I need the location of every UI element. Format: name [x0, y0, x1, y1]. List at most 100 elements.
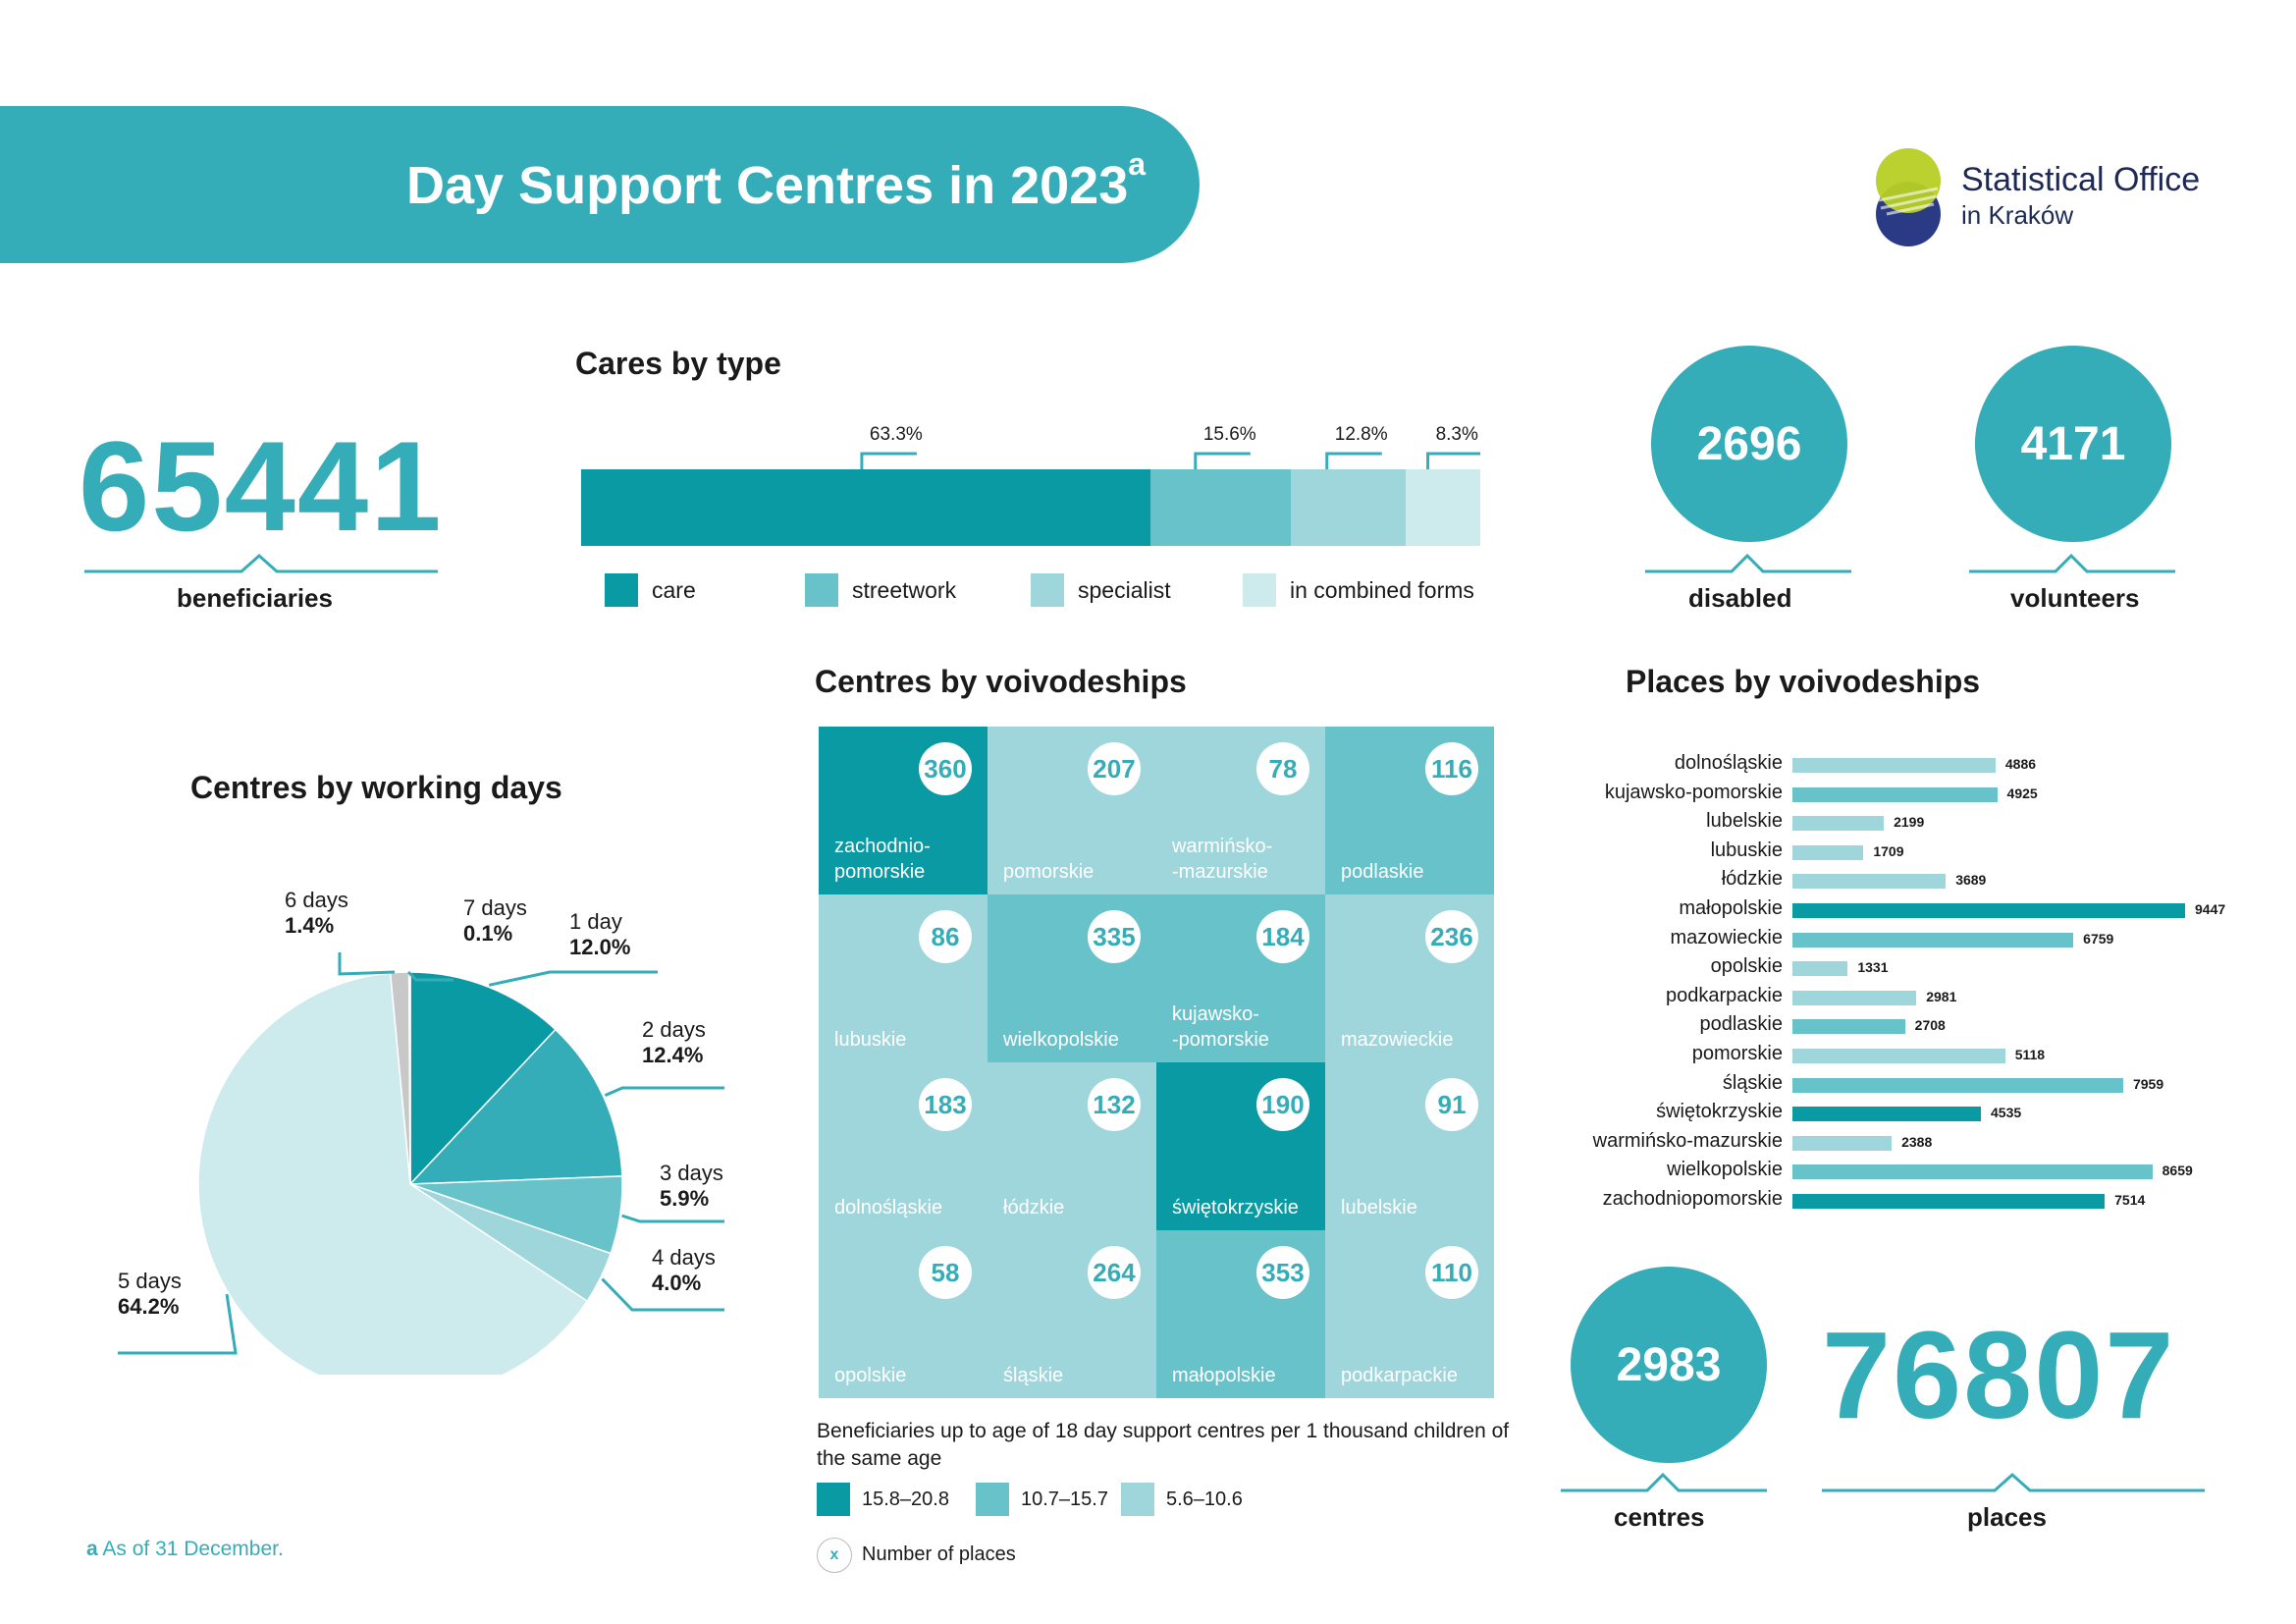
places-bar	[1792, 932, 2074, 947]
places-row-label: pomorskie	[1691, 1043, 1783, 1064]
heatmap-cell-value: 183	[919, 1078, 972, 1131]
cares-segment-2	[1149, 469, 1291, 546]
heatmap-cell-value: 58	[919, 1246, 972, 1299]
beneficiaries-underline	[84, 553, 438, 573]
places-bar	[1792, 1135, 1893, 1151]
cares-callout-1	[860, 452, 917, 469]
places-bar	[1792, 874, 1947, 890]
places-row-label: lubelskie	[1706, 810, 1783, 833]
pie-leader-2	[604, 1086, 724, 1098]
cares-legend-item: streetwork	[805, 573, 956, 607]
heatmap-cell-name: łódzkie	[1003, 1197, 1065, 1218]
places-bar	[1792, 903, 2185, 918]
cares-legend-label: specialist	[1078, 576, 1171, 603]
heatmap-cell-name: podlaskie	[1341, 861, 1424, 883]
pie-percent: 5.9%	[660, 1186, 709, 1211]
places-row-label: małopolskie	[1679, 897, 1783, 919]
places-row-label: śląskie	[1722, 1071, 1783, 1094]
footnote: a As of 31 December.	[86, 1538, 284, 1561]
heatmap-cell-value: 236	[1425, 910, 1478, 963]
cares-callout-4	[1426, 452, 1480, 469]
places-row-label: opolskie	[1710, 955, 1783, 978]
cares-legend-item: specialist	[1031, 573, 1171, 607]
places-bar-value: 4535	[1991, 1105, 2022, 1121]
cares-legend-label: streetwork	[852, 576, 957, 603]
places-value: 76807	[1822, 1306, 2176, 1444]
heatmap-cell-value: 132	[1088, 1078, 1141, 1131]
places-bar	[1792, 1077, 2123, 1093]
pie-percent: 64.2%	[118, 1294, 179, 1319]
pie-leader-7	[406, 970, 454, 982]
heatmap-cell-name: lubuskie	[834, 1029, 907, 1051]
cares-legend-swatch	[1031, 573, 1064, 607]
centres-heatmap: 360 zachodnio-pomorskie 207 pomorskie 78 warm…	[819, 727, 1494, 1398]
heatmap-cell-value: 116	[1425, 742, 1478, 795]
heatmap-cell: 78 warmińsko- -mazurskie	[1156, 727, 1325, 894]
heatmap-legend-label: 5.6–10.6	[1166, 1488, 1243, 1510]
heatmap-legend-swatch	[817, 1483, 850, 1516]
places-bar-value: 7959	[2132, 1075, 2164, 1092]
centres-voivodeships-title: Centres by voivodeships	[815, 664, 1187, 699]
heatmap-cell-name: zachodnio-pomorskie	[834, 836, 931, 883]
disabled-circle: 2696	[1651, 346, 1847, 542]
cares-percent-labels: 63.3% 15.6% 12.8% 8.3%	[581, 424, 1480, 448]
places-bar-chart: dolnośląskie 4886 kujawsko-pomorskie 4925 lu…	[1488, 752, 2273, 1223]
pie-leader-5	[118, 1293, 238, 1355]
heatmap-cell-name: małopolskie	[1172, 1365, 1276, 1386]
heatmap-cell-value: 78	[1256, 742, 1309, 795]
pie-label: 4 days	[652, 1245, 716, 1270]
places-bar-value: 2199	[1894, 814, 1925, 831]
heatmap-cell: 207 pomorskie	[988, 727, 1156, 894]
heatmap-cell-value: 91	[1425, 1078, 1478, 1131]
cares-legend: care streetwork specialist in combined form…	[605, 573, 1508, 613]
places-row-label: łódzkie	[1721, 868, 1783, 891]
places-bar-value: 7514	[2114, 1192, 2146, 1208]
places-bar-value: 5118	[2014, 1047, 2046, 1062]
pie-label: 3 days	[660, 1161, 723, 1185]
places-bar	[1792, 844, 1864, 860]
heatmap-legend: 15.8–20.8 10.7–15.7 5.6–10.6	[817, 1483, 1523, 1522]
heatmap-cell-value: 86	[919, 910, 972, 963]
cares-callout-3	[1325, 452, 1382, 469]
pie-label: 6 days	[285, 888, 348, 912]
volunteers-underline	[1969, 553, 2175, 573]
heatmap-cell: 116 podlaskie	[1325, 727, 1494, 894]
places-bar	[1792, 816, 1885, 832]
statistical-office-logo	[1876, 148, 1941, 246]
heatmap-cell: 184 kujawsko- -pomorskie	[1156, 894, 1325, 1062]
places-bar-value: 8659	[2162, 1163, 2193, 1179]
beneficiaries-value: 65441	[79, 414, 444, 558]
footnote-mark: a	[86, 1538, 98, 1560]
heatmap-cell-value: 184	[1256, 910, 1309, 963]
cares-percent-2: 15.6%	[1202, 424, 1256, 445]
heatmap-legend-item: 15.8–20.8	[817, 1483, 949, 1516]
places-bar	[1792, 1049, 2005, 1063]
pie-label: 2 days	[642, 1017, 706, 1042]
places-bar-value: 1709	[1873, 842, 1904, 859]
heatmap-legend-swatch	[1121, 1483, 1154, 1516]
cares-legend-label: care	[652, 576, 696, 603]
heatmap-cell: 183 dolnośląskie	[819, 1062, 988, 1230]
heatmap-cell-value: 335	[1088, 910, 1141, 963]
cares-legend-label: in combined forms	[1290, 576, 1474, 603]
cares-percent-4: 8.3%	[1435, 424, 1478, 445]
heatmap-legend-swatch	[976, 1483, 1009, 1516]
heatmap-cell-name: dolnośląskie	[834, 1197, 943, 1218]
places-row-label: mazowieckie	[1670, 926, 1783, 948]
places-row-label: kujawsko-pomorskie	[1604, 781, 1783, 803]
heatmap-cell: 335 wielkopolskie	[988, 894, 1156, 1062]
places-bar	[1792, 1194, 2106, 1209]
places-bar-value: 1331	[1857, 959, 1889, 976]
title-footnote-mark: a	[1128, 146, 1147, 182]
cares-legend-item: care	[605, 573, 696, 607]
places-underline	[1822, 1472, 2205, 1492]
centres-underline	[1561, 1472, 1767, 1492]
volunteers-label: volunteers	[2010, 583, 2140, 613]
places-bar-value: 2981	[1926, 988, 1957, 1004]
cares-segment-4	[1405, 469, 1480, 546]
cares-legend-swatch	[1243, 573, 1276, 607]
heatmap-cell-name: śląskie	[1003, 1365, 1064, 1386]
places-bar-value: 9447	[2195, 901, 2226, 917]
places-bar-value: 4886	[2004, 756, 2037, 772]
